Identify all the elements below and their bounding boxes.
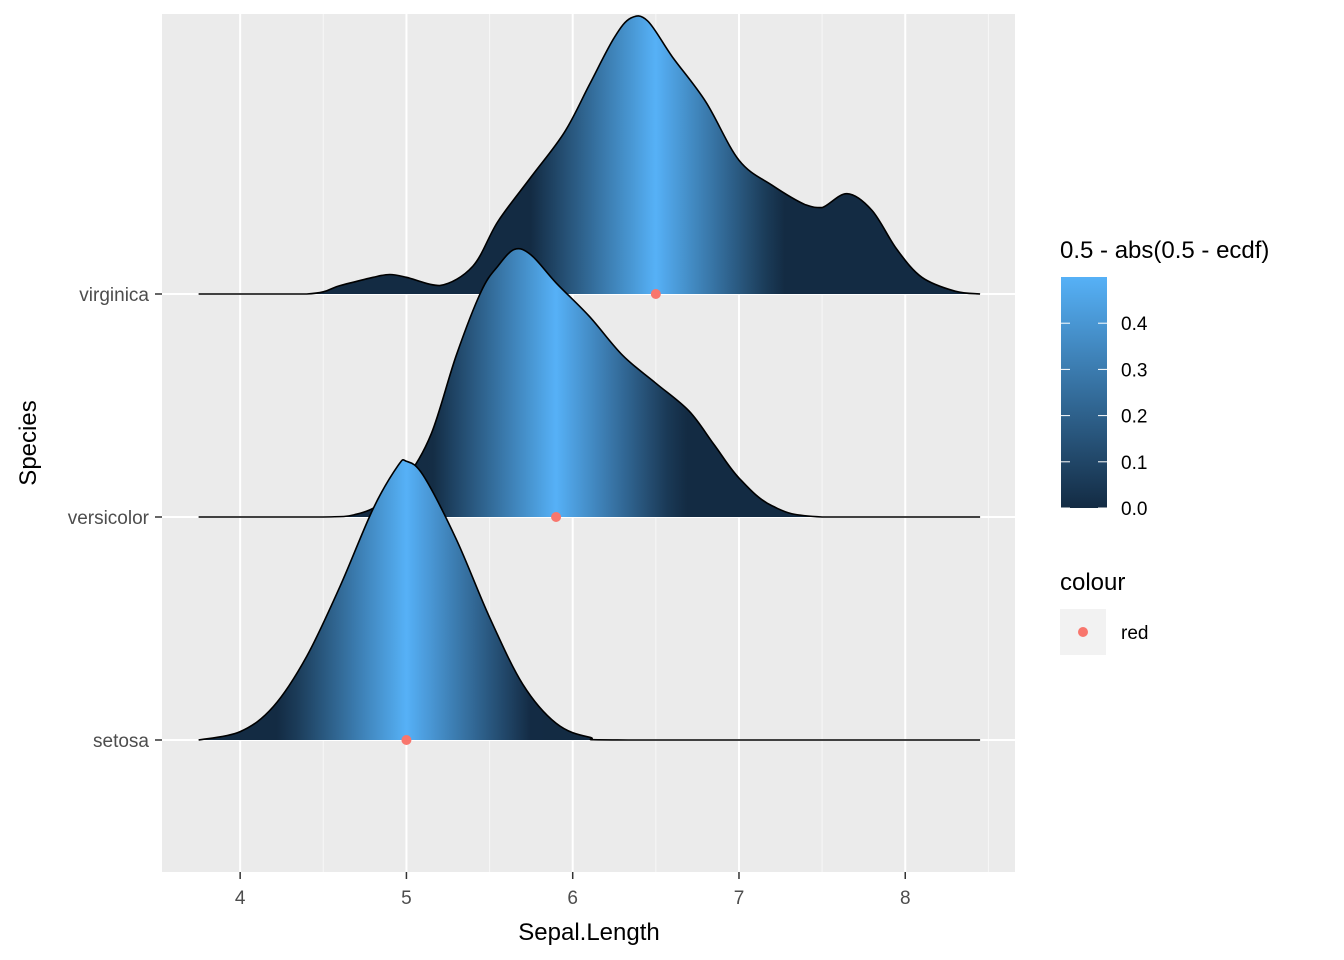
ridge-setosa [198, 458, 981, 741]
colour-legend-point [1078, 627, 1088, 637]
median-point-virginica [650, 289, 661, 299]
ridge-outline-virginica [198, 15, 981, 295]
colorbar-tick-label: 0.2 [1121, 407, 1147, 428]
colorbar-tick-label: 0.4 [1121, 314, 1148, 335]
ridge-fill-versicolor [198, 248, 981, 518]
x-tick-label: 6 [567, 888, 578, 909]
colorbar-ticks: 0.0 0.1 0.2 0.3 0.4 [1061, 314, 1148, 520]
x-tick-label: 5 [401, 888, 412, 909]
x-axis: 4 5 6 7 8 [235, 872, 911, 909]
density-ridges [198, 15, 981, 741]
colorbar-tick-label: 0.0 [1121, 499, 1147, 520]
x-tick-label: 8 [900, 888, 911, 909]
y-axis-title: Species [15, 400, 42, 485]
ridge-fill-setosa [198, 459, 981, 740]
x-axis-title: Sepal.Length [518, 919, 659, 946]
y-axis: setosa versicolor virginica [68, 285, 162, 752]
colorbar-tick-label: 0.1 [1121, 453, 1147, 474]
x-tick-label: 4 [235, 888, 246, 909]
ridge-outline-setosa [198, 458, 981, 741]
y-tick-label: virginica [79, 285, 149, 306]
x-tick-label: 7 [734, 888, 745, 909]
median-points [401, 289, 661, 745]
fill-colorbar [1061, 277, 1107, 508]
fill-legend-title: 0.5 - abs(0.5 - ecdf) [1060, 237, 1269, 264]
colour-legend-label: red [1121, 623, 1148, 644]
colorbar-tick-label: 0.3 [1121, 360, 1147, 381]
y-tick-label: setosa [93, 731, 149, 752]
y-tick-label: versicolor [68, 508, 150, 529]
colour-legend-title: colour [1060, 569, 1125, 596]
median-point-versicolor [551, 512, 562, 522]
median-point-setosa [401, 735, 412, 745]
ridge-fill-virginica [198, 15, 981, 295]
legend: 0.5 - abs(0.5 - ecdf) 0.0 0.1 0.2 0.3 0.4 co… [1060, 237, 1269, 655]
ridge-virginica [198, 15, 981, 295]
